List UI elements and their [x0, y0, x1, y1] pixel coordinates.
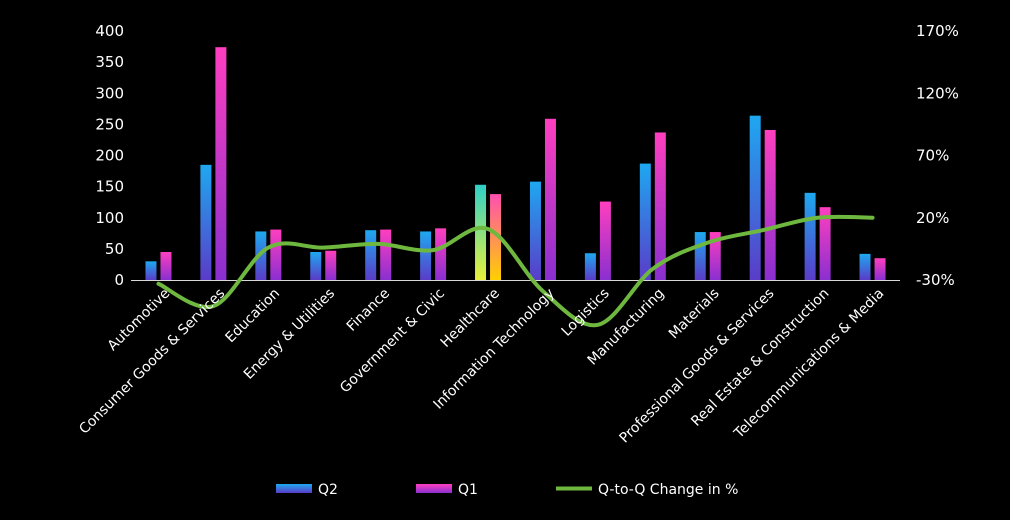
bar-q2 [475, 184, 487, 280]
category-label: Materials [666, 286, 723, 343]
legend-label: Q1 [458, 482, 478, 498]
left-axis-tick: 350 [95, 53, 124, 71]
bar-q2 [639, 163, 651, 280]
bar-q2 [310, 251, 322, 280]
bar-q1 [215, 47, 227, 281]
bar-q1 [544, 118, 556, 281]
bar-q2 [145, 261, 157, 280]
right-axis-tick: 120% [916, 84, 959, 102]
legend-label: Q-to-Q Change in % [598, 482, 738, 498]
bar-q1 [490, 194, 502, 280]
bar-q2 [584, 253, 596, 280]
left-axis-tick: 150 [95, 178, 124, 196]
category-label: Government & Civic [337, 286, 448, 397]
legend-item-q1: Q1 [416, 482, 478, 498]
left-axis-tick: 50 [105, 240, 124, 258]
bar-q2 [694, 232, 706, 280]
series-line-change [156, 214, 875, 328]
legend-item-q2: Q2 [276, 482, 338, 498]
right-axis-tick: 70% [916, 147, 949, 165]
bar-q2 [859, 253, 871, 280]
legend-item-change: Q-to-Q Change in % [556, 482, 738, 498]
left-axis-tick: 100 [95, 209, 124, 227]
right-axis-tick: 20% [916, 209, 949, 227]
bar-q1 [160, 251, 172, 280]
bar-q2 [420, 231, 432, 280]
bar-q1 [270, 229, 282, 280]
bar-q1 [654, 132, 666, 280]
legend-swatch [276, 484, 312, 493]
bar-q1 [764, 129, 776, 280]
bar-q1 [709, 232, 721, 280]
left-axis-tick: 0 [114, 271, 124, 289]
bar-q2 [804, 192, 816, 280]
legend-swatch [416, 484, 452, 493]
bar-q1 [599, 201, 611, 280]
right-axis-tick: -30% [916, 271, 955, 289]
bar-q2 [749, 115, 761, 280]
legend-label: Q2 [318, 482, 338, 498]
bar-q2 [200, 164, 212, 280]
left-axis-tick: 200 [95, 147, 124, 165]
category-label: Finance [344, 286, 393, 335]
bar-q1 [325, 250, 337, 280]
bar-q1 [874, 258, 886, 280]
bar-q1 [380, 229, 392, 280]
left-axis-tick: 400 [95, 22, 124, 40]
right-axis-tick: 170% [916, 22, 959, 40]
bar-q2 [529, 181, 541, 280]
left-axis-tick: 250 [95, 115, 124, 133]
bar-q1 [435, 228, 447, 280]
left-axis-tick: 300 [95, 84, 124, 102]
category-label: Energy & Utilities [241, 286, 338, 383]
bar-q2 [365, 230, 377, 280]
bar-q1 [819, 207, 831, 280]
